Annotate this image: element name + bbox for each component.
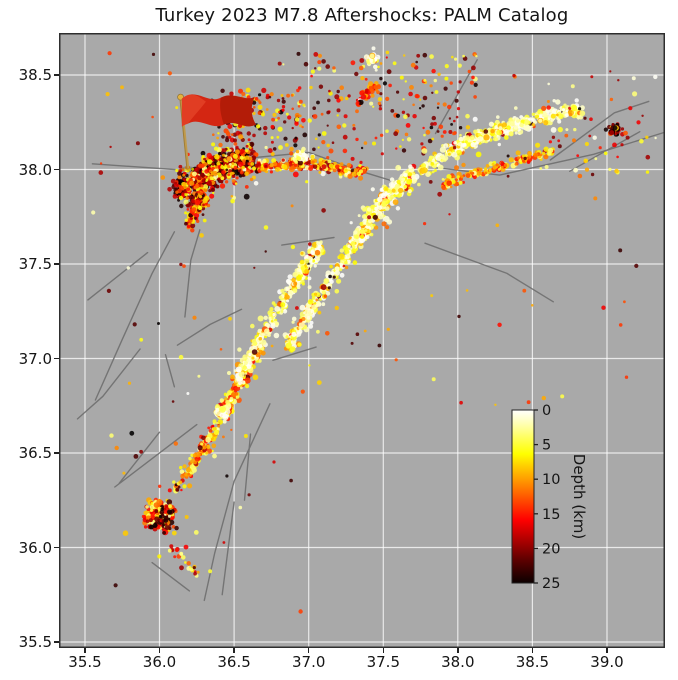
- colorbar-tick-label: 0: [542, 403, 551, 419]
- fault-line: [243, 433, 252, 501]
- x-tick-mark: [606, 648, 608, 653]
- x-tick-label: 36.5: [217, 653, 251, 671]
- y-tick-mark: [54, 168, 59, 171]
- fault-line: [434, 59, 478, 135]
- x-tick-mark: [531, 648, 534, 653]
- colorbar-tick-label: 25: [542, 576, 560, 592]
- x-tick-label: 39.0: [590, 653, 624, 671]
- chart-title: Turkey 2023 M7.8 Aftershocks: PALM Catal…: [155, 5, 569, 26]
- fault-line: [184, 229, 201, 318]
- x-tick-label: 35.5: [68, 653, 102, 671]
- epicenter-flag-marker: [177, 93, 256, 171]
- fault-line: [87, 251, 149, 301]
- x-tick-label: 38.5: [515, 653, 550, 671]
- x-tick-label: 37.5: [366, 653, 400, 671]
- fault-line: [176, 308, 243, 346]
- y-tick-label: 36.0: [18, 538, 52, 557]
- y-tick-mark: [54, 452, 59, 454]
- fault-line: [221, 501, 235, 596]
- fault-line: [203, 403, 271, 602]
- aftershock-points: [91, 46, 658, 614]
- fault-line: [118, 431, 161, 484]
- y-tick-mark: [54, 641, 59, 643]
- fault-line: [114, 423, 198, 488]
- x-tick-label: 38.0: [441, 653, 475, 671]
- colorbar-axis-label: Depth (km): [570, 454, 588, 539]
- fault-line: [76, 348, 141, 420]
- y-tick-label: 36.5: [18, 444, 52, 462]
- y-tick-mark: [54, 263, 59, 265]
- fault-line: [281, 236, 335, 246]
- fault-line: [94, 231, 176, 401]
- fault-line: [272, 346, 317, 361]
- fault-line: [549, 100, 650, 161]
- fault-line: [151, 561, 191, 592]
- colorbar-tick-label: 15: [542, 507, 560, 523]
- colorbar-tick-label: 5: [542, 438, 551, 454]
- y-tick-mark: [54, 74, 59, 76]
- axes-spines: [59, 33, 665, 648]
- x-tick-label: 37.0: [291, 653, 326, 671]
- gridlines: [59, 33, 665, 648]
- x-tick-mark: [382, 648, 384, 653]
- colorbar-tick-label: 10: [542, 472, 560, 488]
- chart-canvas: 0 5 10 15 20 25 Depth (km): [59, 33, 665, 648]
- fault-line: [164, 354, 176, 388]
- y-tick-mark: [54, 357, 59, 360]
- y-tick-label: 35.5: [18, 633, 52, 651]
- x-tick-mark: [84, 648, 86, 653]
- fault-line: [424, 242, 554, 303]
- y-tick-mark: [54, 546, 59, 549]
- y-tick-label: 38.5: [18, 66, 52, 84]
- y-tick-label: 37.0: [18, 349, 52, 368]
- colorbar: 0 5 10 15 20 25 Depth (km): [511, 403, 588, 592]
- y-tick-label: 37.5: [18, 255, 52, 273]
- plot-area: 0 5 10 15 20 25 Depth (km): [59, 33, 665, 648]
- x-tick-mark: [307, 648, 310, 653]
- x-tick-mark: [233, 648, 235, 653]
- fault-line: [434, 131, 665, 176]
- y-tick-label: 38.0: [18, 160, 52, 179]
- x-tick-label: 36.0: [142, 653, 177, 671]
- x-tick-mark: [158, 648, 161, 653]
- colorbar-tick-label: 20: [542, 541, 560, 557]
- x-tick-mark: [457, 648, 459, 653]
